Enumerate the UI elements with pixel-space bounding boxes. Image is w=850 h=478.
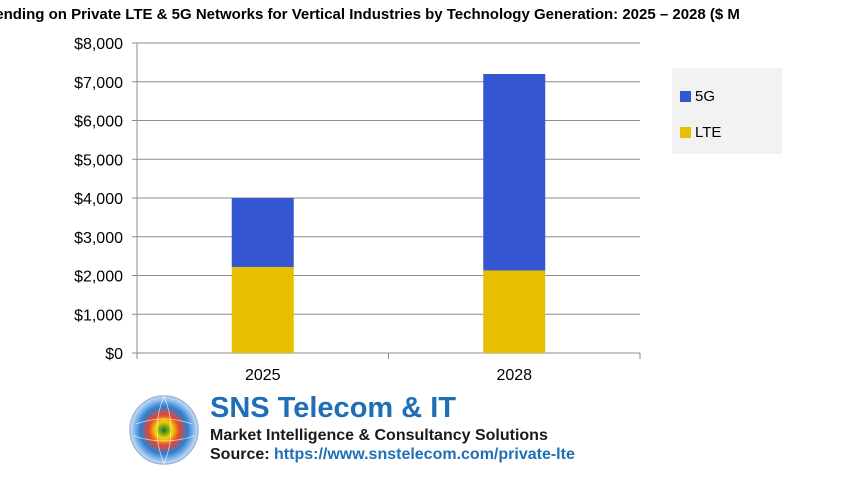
x-tick-label: 2025	[245, 367, 281, 384]
bar-lte-2025	[231, 266, 294, 353]
bar-lte-2028	[483, 270, 546, 353]
y-tick-label: $1,000	[74, 307, 123, 324]
legend-swatch-lte	[680, 127, 691, 138]
y-tick-label: $4,000	[74, 191, 123, 208]
legend-swatch-5g	[680, 91, 691, 102]
stacked-bar-chart: $0 $1,000 $2,000 $3,000 $4,000 $5,000 $6,000 $7…	[74, 36, 641, 384]
bar-5g-2028	[483, 74, 546, 271]
legend-label-5g: 5G	[695, 88, 716, 105]
chart-legend: 5G LTE	[672, 68, 782, 154]
legend-item-5g: 5G	[680, 88, 715, 105]
x-tick-label: 2028	[496, 367, 532, 384]
brand-name: SNS Telecom & IT	[210, 392, 457, 424]
y-tick-label: $2,000	[74, 269, 123, 286]
chart-title: pending on Private LTE & 5G Networks for…	[0, 6, 740, 23]
y-tick-label: $0	[105, 346, 123, 363]
source-line: Source: https://www.snstelecom.com/priva…	[210, 446, 575, 464]
source-label: Source:	[210, 446, 270, 463]
branding-block: SNS Telecom & IT Market Intelligence & C…	[128, 392, 688, 474]
y-tick-label: $5,000	[74, 152, 123, 169]
legend-label-lte: LTE	[695, 124, 722, 141]
source-link[interactable]: https://www.snstelecom.com/private-lte	[274, 446, 575, 463]
globe-logo-icon	[129, 395, 199, 465]
y-tick-label: $7,000	[74, 75, 123, 92]
legend-item-lte: LTE	[680, 124, 721, 141]
y-tick-label: $3,000	[74, 230, 123, 247]
brand-tagline: Market Intelligence & Consultancy Soluti…	[210, 427, 548, 444]
y-tick-label: $8,000	[74, 36, 123, 53]
y-tick-label: $6,000	[74, 114, 123, 131]
bar-5g-2025	[231, 198, 294, 267]
